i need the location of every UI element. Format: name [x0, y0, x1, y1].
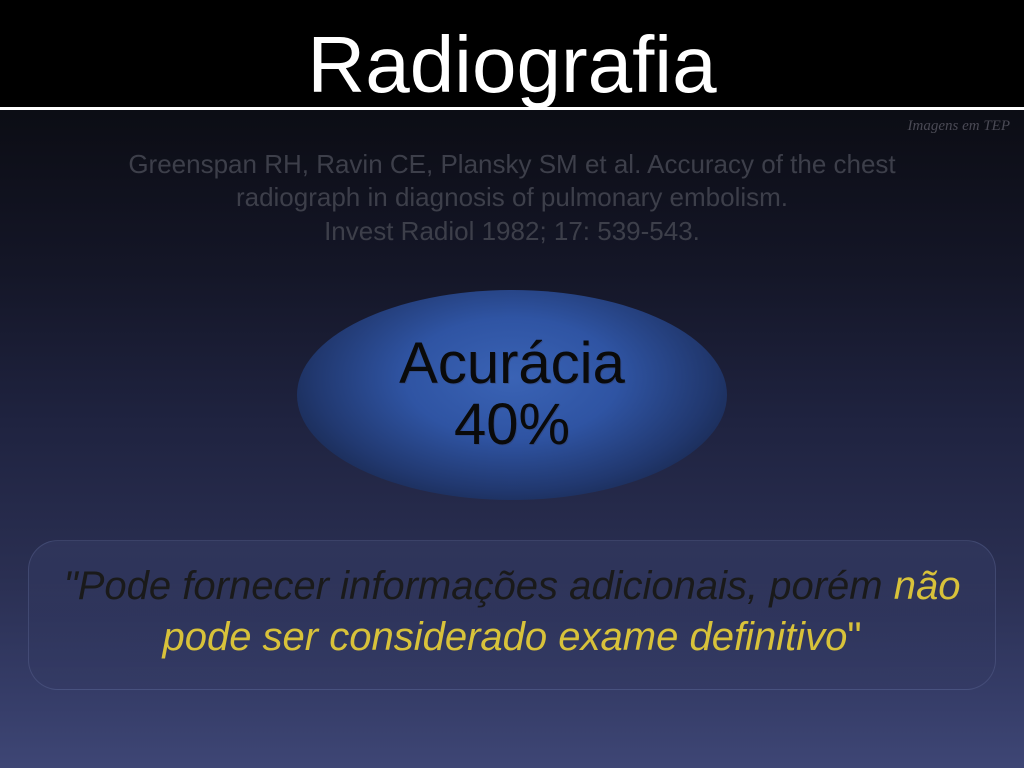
quote-box: "Pode fornecer informações adicionais, p…: [28, 540, 996, 690]
citation-line-3: Invest Radiol 1982; 17: 539-543.: [0, 215, 1024, 248]
quote-text: "Pode fornecer informações adicionais, p…: [55, 561, 969, 663]
slide-title: Radiografia: [307, 25, 716, 105]
quote-part-1: "Pode fornecer informações adicionais, p…: [64, 564, 894, 608]
ellipse-container: Acurácia 40%: [0, 290, 1024, 500]
ellipse-line-2: 40%: [454, 395, 570, 456]
slide-root: Radiografia Imagens em TEP Greenspan RH,…: [0, 0, 1024, 768]
citation-block: Greenspan RH, Ravin CE, Plansky SM et al…: [0, 148, 1024, 248]
citation-line-2: radiograph in diagnosis of pulmonary emb…: [0, 181, 1024, 214]
quote-part-3: ": [847, 615, 861, 659]
accuracy-ellipse: Acurácia 40%: [297, 290, 727, 500]
corner-tag: Imagens em TEP: [908, 118, 1010, 135]
title-band: Radiografia: [0, 0, 1024, 110]
citation-line-1: Greenspan RH, Ravin CE, Plansky SM et al…: [0, 148, 1024, 181]
ellipse-line-1: Acurácia: [399, 334, 625, 395]
